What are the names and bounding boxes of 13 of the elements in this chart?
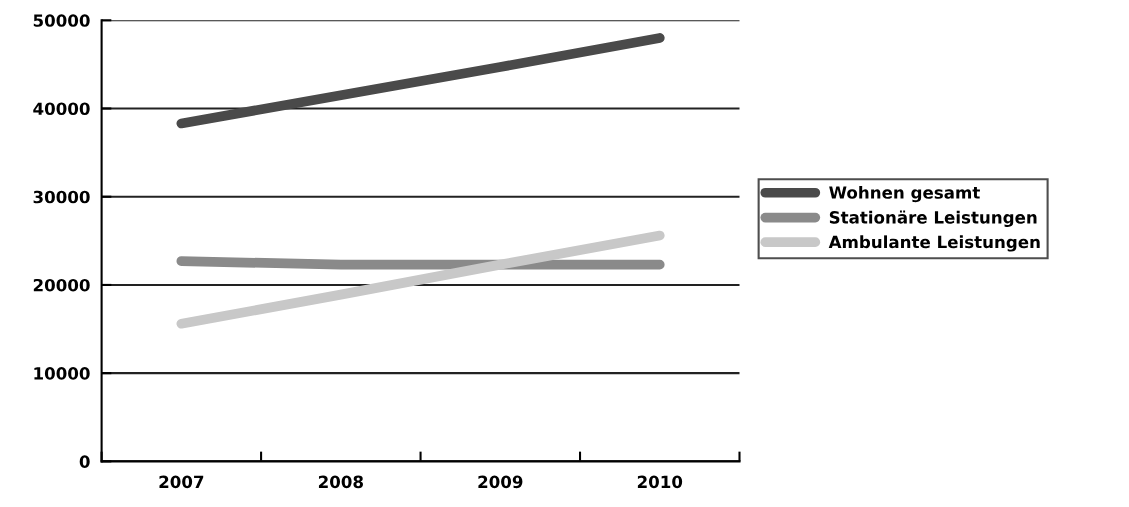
y-tick-label: 40000 [33,102,90,116]
legend-label: Stationäre Leistungen [829,210,1037,228]
x-tick-label: 2007 [159,475,204,489]
legend-label: Wohnen gesamt [829,185,980,203]
y-tick-label: 50000 [33,14,90,27]
x-tick-label: 2009 [478,475,523,489]
x-tick-label: 2008 [318,475,363,489]
y-tick-label: 10000 [34,367,90,380]
y-tick-label: 30000 [33,190,90,204]
legend-label: Ambulante Leistungen [828,235,1040,252]
y-tick-label: 0 [79,455,90,468]
x-tick-label: 2010 [637,475,683,489]
y-tick-label: 20000 [33,278,90,292]
